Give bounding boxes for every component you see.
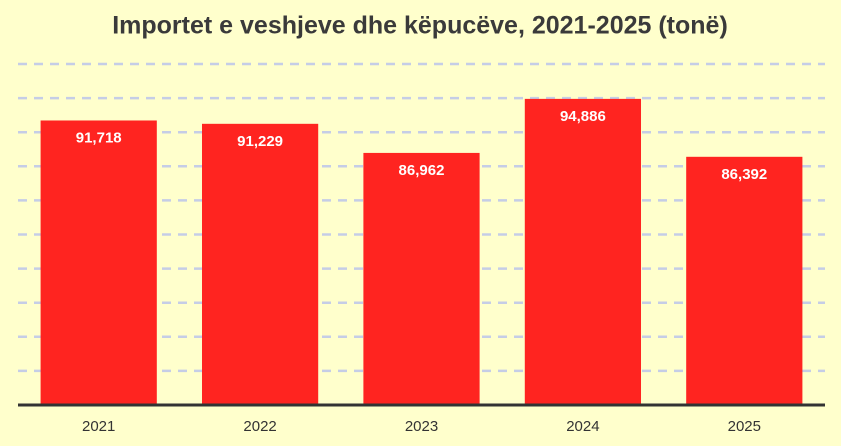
x-tick-label: 2022 [243, 418, 276, 435]
bar [524, 98, 642, 406]
x-tick-label: 2025 [728, 418, 761, 435]
value-label: 86,962 [399, 162, 445, 179]
value-label: 91,718 [76, 129, 122, 146]
chart-title: Importet e veshjeve dhe këpucëve, 2021-2… [112, 12, 728, 40]
value-label: 91,229 [237, 133, 283, 150]
bar [201, 123, 319, 405]
bar [686, 156, 803, 405]
bar [363, 152, 480, 405]
bar [40, 120, 157, 405]
value-label: 86,392 [721, 166, 767, 183]
x-tick-label: 2021 [82, 418, 115, 435]
x-tick-label: 2024 [566, 418, 599, 435]
value-label: 94,886 [560, 108, 606, 125]
x-tick-label: 2023 [405, 418, 438, 435]
